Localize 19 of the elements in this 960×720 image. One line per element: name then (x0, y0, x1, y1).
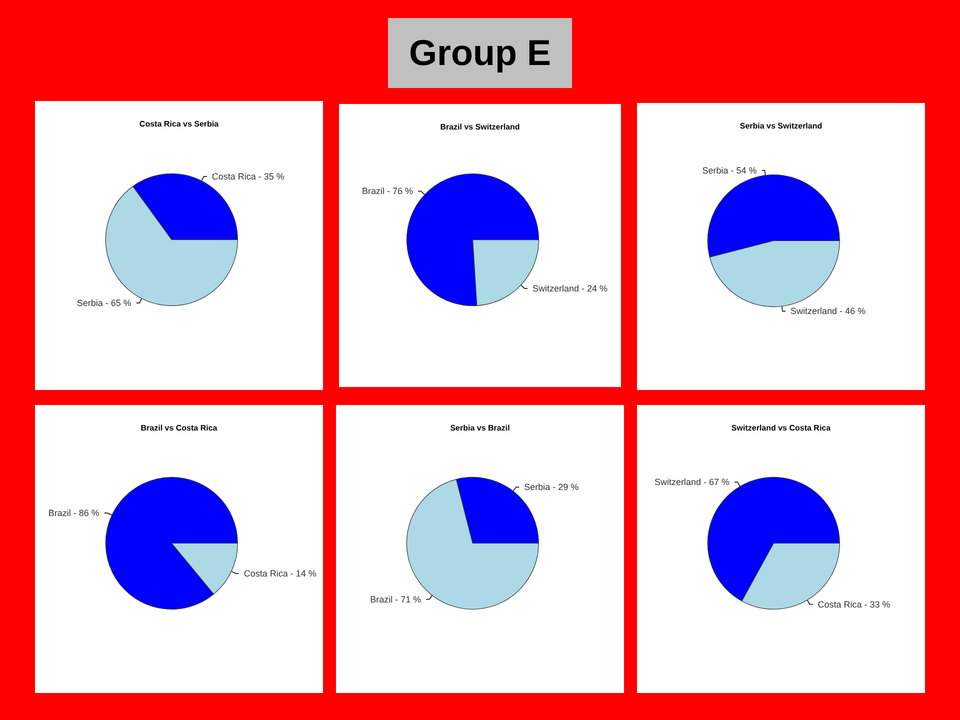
slice-label: Costa Rica - 33 % (818, 599, 890, 610)
chart-title: Serbia vs Switzerland (740, 122, 822, 130)
slice-label: Costa Rica - 35 % (212, 171, 284, 182)
slice-label: Brazil - 86 % (48, 508, 100, 518)
slice-label: Switzerland - 67 % (654, 477, 730, 488)
slice-label: Costa Rica - 14 % (244, 568, 316, 578)
chart-title: Brazil vs Switzerland (440, 122, 520, 132)
chart-title: Serbia vs Brazil (450, 424, 510, 432)
slice-label: Switzerland - 46 % (790, 306, 866, 316)
chart-title: Brazil vs Costa Rica (140, 424, 218, 432)
chart-title: Switzerland vs Costa Rica (731, 424, 832, 432)
slice-label: Serbia - 29 % (524, 482, 579, 492)
slice-label: Serbia - 54 % (702, 165, 757, 176)
slice-label: Switzerland - 24 % (532, 283, 608, 294)
slice-label: Serbia - 65 % (76, 298, 132, 308)
chart-title: Costa Rica vs Serbia (139, 120, 220, 128)
slice-label: Brazil - 76 % (362, 186, 414, 196)
text: Group E (388, 18, 572, 88)
slice-label: Brazil - 71 % (370, 594, 422, 604)
